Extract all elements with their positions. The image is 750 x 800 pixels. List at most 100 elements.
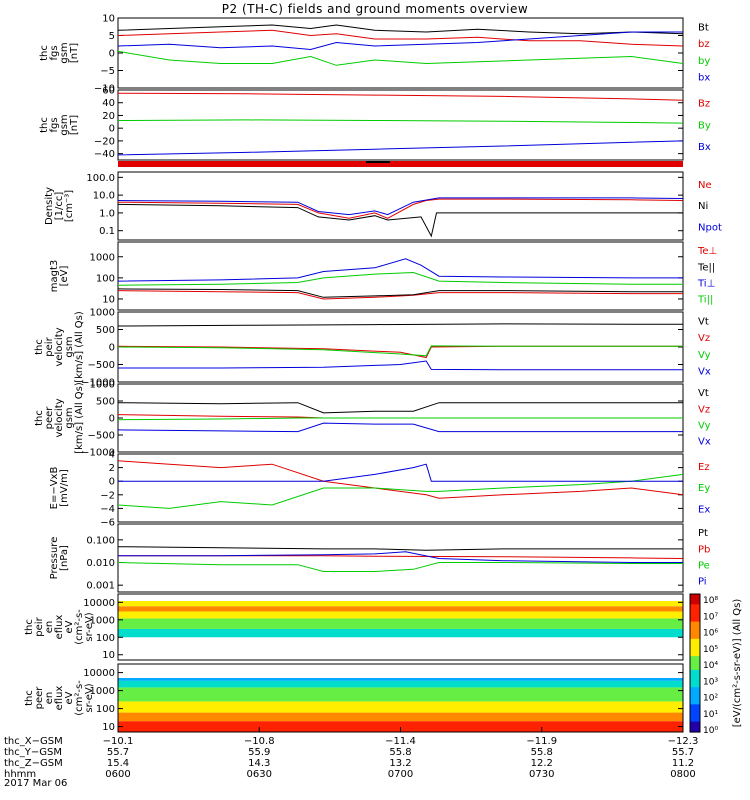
- y-axis-label: thc: [34, 410, 45, 426]
- legend-entry: Te||: [697, 262, 715, 273]
- heatmap-band: [118, 628, 683, 638]
- colorbar-swatch: [690, 642, 700, 647]
- x-row-label: thc_X−GSM: [4, 736, 63, 747]
- y-tick-label: −500: [88, 431, 115, 442]
- legend-entry: Vy: [698, 350, 711, 361]
- x-tick-label: −11.9: [526, 736, 557, 747]
- y-tick-label: 1000: [90, 308, 115, 319]
- series-Te⊥-line: [117, 290, 683, 300]
- y-tick-label: −20: [94, 136, 115, 147]
- series-Bt-line: [117, 24, 684, 35]
- y-tick-label: 2: [109, 463, 115, 474]
- legend-entry: Te⊥: [697, 246, 717, 257]
- y-tick-label: −2: [100, 490, 115, 501]
- colorbar-swatch: [690, 711, 700, 716]
- y-tick-label: 20: [102, 111, 115, 122]
- heatmap-band: [118, 618, 683, 629]
- y-tick-label: 100: [96, 273, 115, 284]
- y-tick-label: 10: [102, 650, 115, 661]
- heatmap-band: [118, 712, 683, 722]
- panel-frame: [117, 17, 684, 89]
- x-tick-label: −10.1: [103, 736, 134, 747]
- legend-entry: Vx: [698, 437, 711, 448]
- colorbar-swatch: [690, 666, 700, 671]
- x-tick-label: 15.4: [107, 758, 129, 769]
- panel-temperature: [117, 241, 684, 311]
- y-tick-label: −1000: [81, 448, 115, 459]
- series-Pe-line: [117, 562, 683, 572]
- colorbar-swatch: [690, 625, 700, 630]
- y-tick-label: 60: [102, 86, 115, 97]
- y-axis-label: thc: [34, 339, 45, 355]
- colorbar-swatch: [690, 656, 700, 661]
- colorbar-swatch: [690, 618, 700, 623]
- y-tick-label: 0.100: [86, 535, 115, 546]
- x-row-label: thc_Z−GSM: [4, 758, 63, 769]
- series-Vt-line: [117, 402, 683, 414]
- x-tick-label: −11.4: [385, 736, 416, 747]
- series-Ex-line: [118, 463, 683, 482]
- colorbar-swatch: [690, 694, 700, 699]
- colorbar-swatch: [690, 669, 700, 674]
- y-axis-label: eflux: [54, 615, 65, 640]
- y-axis-label: Density: [44, 187, 55, 225]
- panel-fgs: [117, 17, 684, 89]
- x-tick-label: 0700: [388, 769, 413, 780]
- colorbar-swatch: [690, 645, 700, 650]
- colorbar-swatch: [690, 697, 700, 702]
- y-tick-label: 10: [102, 14, 115, 25]
- colorbar-tick-label: 10¹: [703, 710, 718, 720]
- colorbar-swatch: [690, 714, 700, 719]
- colorbar-swatch: [690, 597, 700, 602]
- legend-entry: Pt: [698, 528, 708, 539]
- legend-entry: Vt: [698, 317, 709, 328]
- x-tick-label: 55.7: [107, 747, 129, 758]
- y-tick-label: −5: [100, 66, 115, 77]
- y-tick-label: 40: [102, 98, 115, 109]
- colorbar-swatch: [690, 628, 700, 633]
- y-tick-label: 10000: [83, 668, 115, 679]
- colorbar-swatch: [690, 728, 700, 733]
- y-axis-label: sr-eV): [84, 683, 95, 712]
- legend-entry: Ex: [698, 504, 710, 515]
- y-tick-label: 1000: [90, 615, 115, 626]
- series-Vy-line: [117, 417, 683, 421]
- series-Bx-line: [117, 140, 684, 156]
- legend-entry: bx: [698, 73, 710, 84]
- y-tick-label: 100: [96, 633, 115, 644]
- legend-entry: Pi: [698, 577, 707, 588]
- colorbar-swatch: [690, 604, 700, 609]
- y-tick-label: −40: [94, 149, 115, 160]
- series-Ni-line: [117, 203, 683, 238]
- x-tick-label: 13.2: [389, 758, 411, 769]
- series-Vy-line: [117, 345, 683, 357]
- y-axis-label: en: [44, 692, 55, 705]
- panel-frame: [117, 593, 684, 661]
- x-tick-label: 0600: [105, 769, 130, 780]
- x-tick-label: 14.3: [248, 758, 270, 769]
- colorbar-swatch: [690, 690, 700, 695]
- x-row-label: thc_Y−GSM: [4, 747, 62, 758]
- legend-entry: Ni: [698, 201, 708, 212]
- y-tick-label: 4: [109, 450, 115, 461]
- y-tick-label: −500: [88, 360, 115, 371]
- colorbar-swatch: [690, 652, 700, 657]
- legend-entry: Vz: [698, 404, 710, 415]
- colorbar-swatch: [690, 680, 700, 685]
- y-axis-label: eV: [64, 691, 75, 704]
- colorbar-swatch: [690, 638, 700, 643]
- x-tick-label: 12.2: [531, 758, 553, 769]
- y-tick-label: −4: [100, 504, 115, 515]
- y-axis-label: (cm²-s-: [74, 609, 85, 645]
- panel-peer_velocity: [117, 383, 684, 453]
- y-tick-label: −6: [100, 518, 115, 529]
- x-tick-label: −12.3: [668, 736, 699, 747]
- x-tick-label: 55.7: [672, 747, 694, 758]
- colorbar-tick-label: 10²: [703, 694, 718, 704]
- colorbar-swatch: [690, 659, 700, 664]
- y-tick-label: 1000: [90, 686, 115, 697]
- colorbar-swatch: [690, 700, 700, 705]
- y-axis-label: (cm²-s-: [74, 680, 85, 716]
- y-axis-label: peer: [44, 406, 55, 430]
